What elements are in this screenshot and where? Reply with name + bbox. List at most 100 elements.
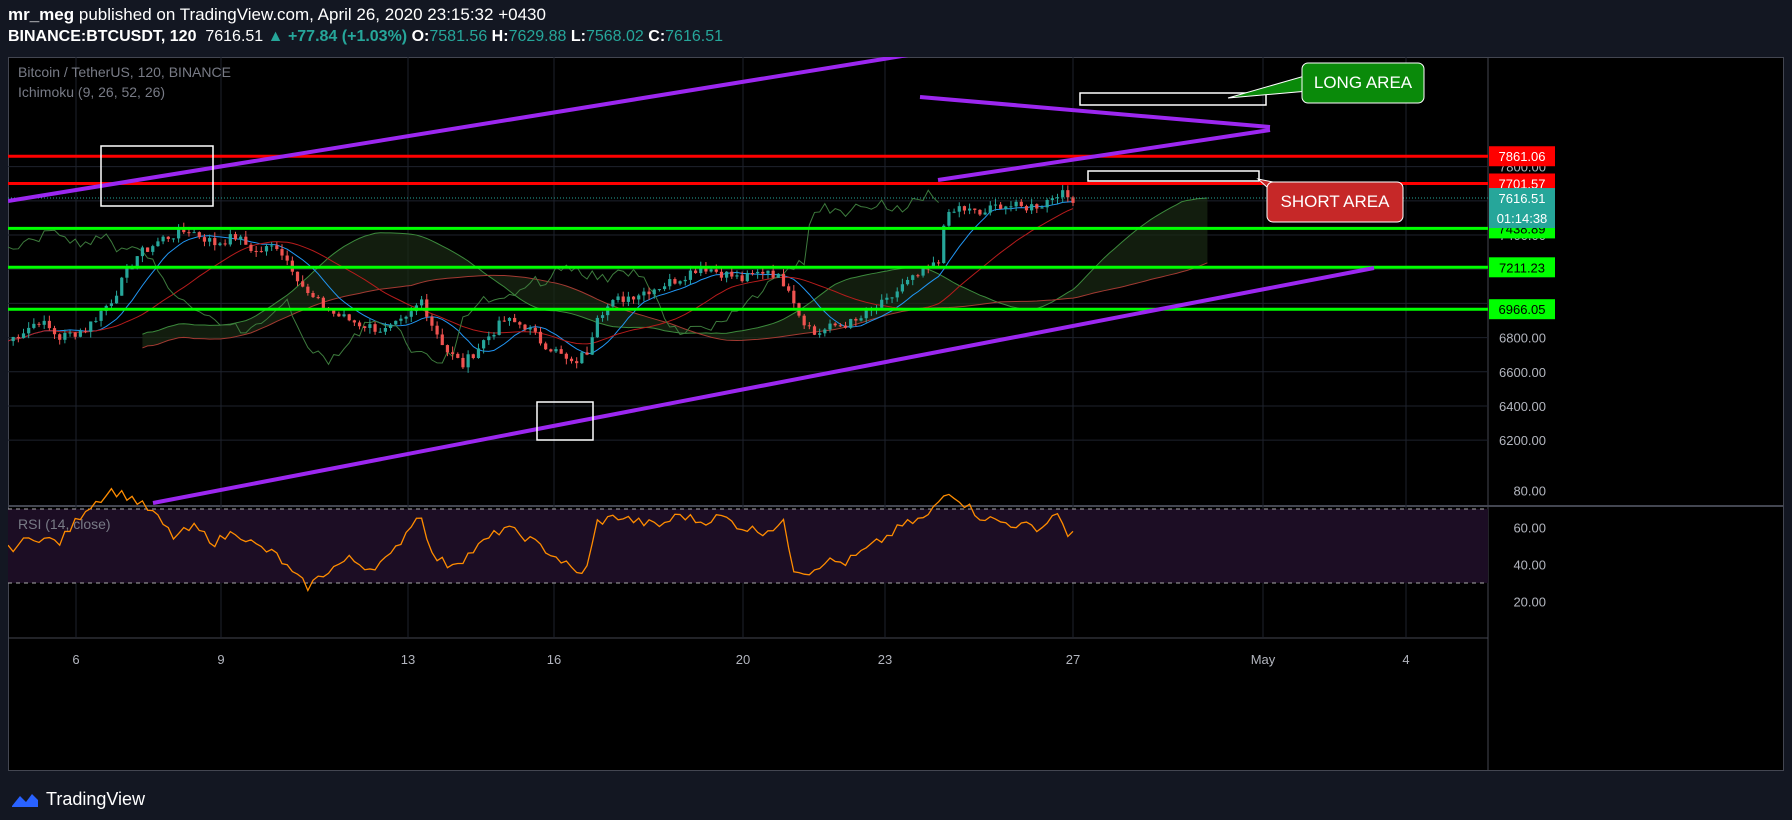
candle-body [538, 331, 543, 344]
candle-body [192, 232, 196, 234]
chart-area[interactable]: LONG AREA SHORT AREA 7800.007600.007400.… [7, 49, 1784, 771]
upper-channel-line[interactable] [7, 49, 934, 203]
candle-body [730, 271, 734, 277]
triangle-lower-line[interactable] [937, 128, 1271, 182]
candle-body [554, 349, 558, 352]
brand-footer[interactable]: TradingView [10, 789, 145, 810]
symbol-label[interactable]: BINANCE:BTCUSDT, 120 [8, 28, 197, 45]
candle-body [502, 320, 506, 322]
candle-body [668, 279, 672, 287]
high-value: 7629.88 [508, 28, 567, 45]
candle-body [725, 271, 729, 278]
candle-body [1019, 201, 1023, 207]
candle-body [451, 352, 455, 354]
candle-body [787, 286, 791, 291]
candle-body [399, 318, 403, 321]
chart-svg[interactable]: LONG AREA SHORT AREA 7800.007600.007400.… [7, 49, 1784, 771]
candle-body [693, 270, 698, 274]
last-price: 7616.51 [205, 28, 264, 45]
candle-body [513, 317, 517, 323]
long-target-box[interactable] [1079, 92, 1267, 106]
candle-body [761, 271, 765, 274]
legend-rsi: RSI (14, close) [18, 516, 111, 532]
candle-body [280, 249, 284, 256]
candle-body [968, 208, 972, 211]
candle-body [947, 211, 951, 226]
candle-body [544, 343, 548, 350]
price-tick-6800.00: 6800.00 [1499, 331, 1546, 346]
candle-body [1040, 207, 1044, 209]
drawings[interactable]: LONG AREA SHORT AREA [7, 49, 1425, 505]
candle-body [16, 336, 20, 339]
lower-channel-line[interactable] [152, 266, 1375, 505]
candle-body [373, 324, 377, 332]
candle-body [482, 340, 486, 349]
rsi-band [8, 508, 1488, 584]
candle-body [973, 208, 977, 210]
candle-body [880, 299, 884, 308]
close-value: 7616.51 [665, 28, 723, 45]
candle-body [642, 291, 646, 296]
candle-body [52, 328, 57, 335]
candle-body [916, 275, 920, 277]
author-name[interactable]: mr_meg [8, 5, 75, 24]
rsi-band-fill [8, 509, 1488, 583]
candle-body [404, 316, 408, 319]
candle-body [952, 211, 956, 213]
candle-body [507, 317, 512, 321]
candle-body [745, 273, 749, 282]
rsi-axis-labels: 80.00 60.00 40.00 20.00 [1513, 484, 1546, 610]
candle-body [911, 275, 915, 280]
candle-body [259, 251, 263, 253]
candle-body [363, 326, 367, 328]
candle-body [94, 320, 98, 322]
candle-body [942, 225, 946, 263]
candle-body [859, 318, 863, 321]
candle-body [47, 320, 51, 329]
candle-body [756, 271, 760, 274]
price-tick-6200.00: 6200.00 [1499, 433, 1546, 448]
candle-body [135, 256, 139, 269]
senkou-b-line [142, 262, 1208, 349]
countdown-text: 01:14:38 [1497, 211, 1548, 226]
horizontal-levels[interactable] [8, 154, 1488, 311]
long-area-callout[interactable] [1301, 62, 1425, 104]
candle-body [114, 295, 119, 304]
short-area-label: SHORT AREA [1281, 192, 1391, 211]
candle-body [518, 322, 522, 325]
highlight-box-top[interactable] [100, 145, 214, 207]
triangle-upper-line[interactable] [919, 95, 1271, 129]
candle-body [378, 331, 382, 333]
highlight-box-bottom[interactable] [536, 401, 594, 441]
candle-body [32, 323, 36, 328]
candle-body [130, 268, 134, 270]
candle-body [714, 269, 718, 272]
rsi-tick-80.00: 80.00 [1513, 484, 1546, 499]
candle-body [171, 238, 176, 240]
rsi-series [7, 487, 1074, 593]
candle-body [125, 268, 129, 278]
candle-body [270, 245, 274, 247]
candle-body [833, 323, 837, 326]
time-tick-13: 13 [401, 652, 415, 667]
candle-body [187, 232, 191, 234]
level-tag-text: 7861.06 [1499, 149, 1546, 164]
candle-body [652, 289, 656, 295]
brand-name: TradingView [46, 789, 146, 809]
candle-body [316, 297, 320, 299]
rsi-tick-20.00: 20.00 [1513, 595, 1546, 610]
long-area-label: LONG AREA [1314, 73, 1413, 92]
candle-body [368, 324, 372, 328]
candle-body [673, 279, 677, 284]
candle-body [342, 314, 346, 317]
candle-body [637, 295, 641, 300]
candle-body [239, 236, 243, 240]
candle-body [776, 273, 780, 278]
short-area-callout[interactable] [1266, 181, 1404, 223]
candle-body [68, 332, 72, 334]
candle-body [275, 245, 279, 250]
candle-body [161, 236, 165, 242]
candle-body [564, 353, 568, 359]
time-tick-16: 16 [547, 652, 561, 667]
short-target-box[interactable] [1087, 170, 1260, 182]
